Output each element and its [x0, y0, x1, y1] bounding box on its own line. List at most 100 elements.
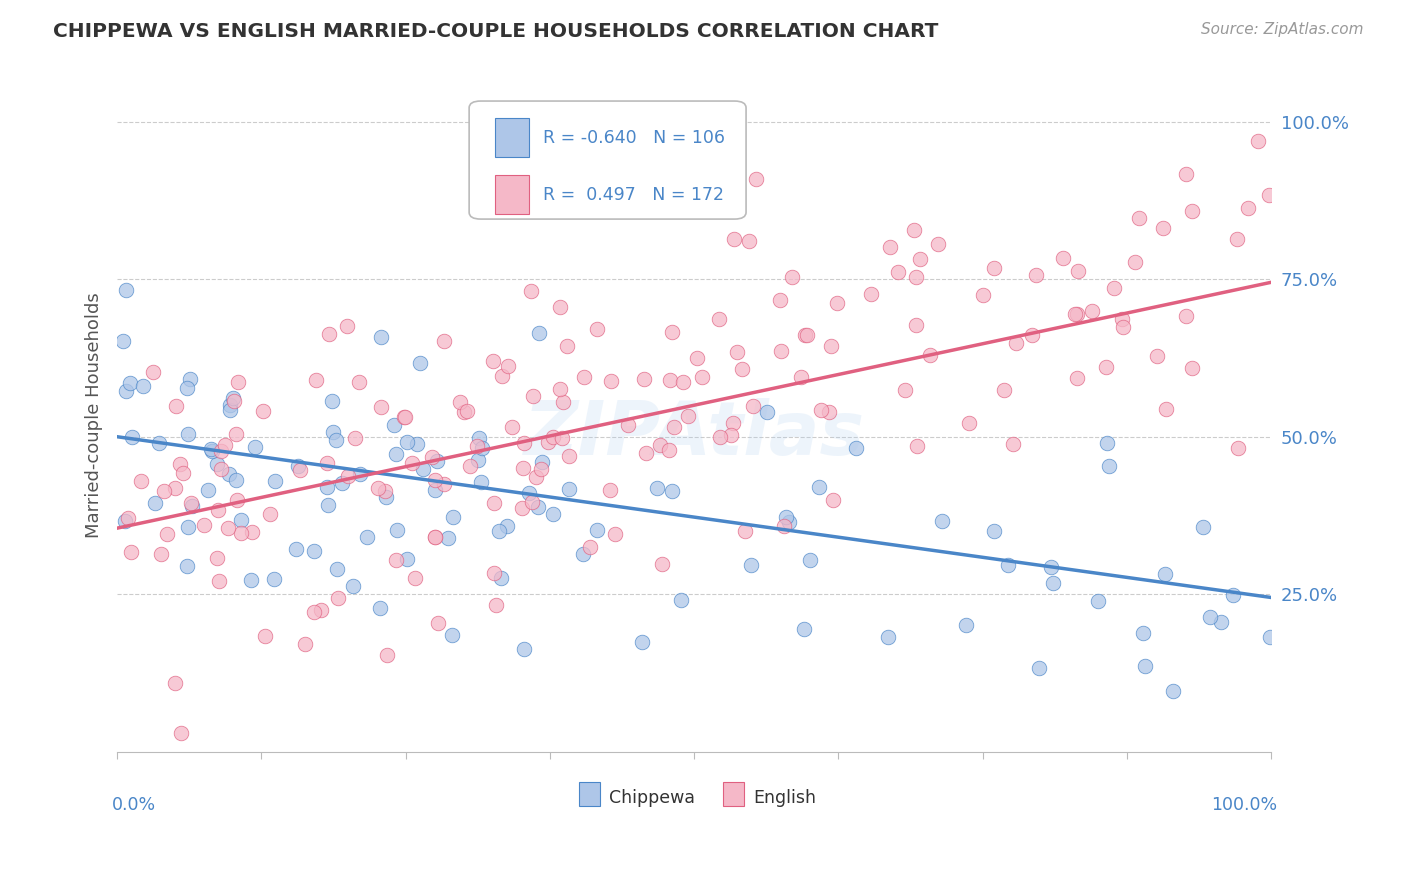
Point — [305, 373, 328, 387]
Point — [537, 435, 560, 450]
Point — [720, 428, 742, 442]
Point — [658, 443, 681, 458]
Point — [420, 450, 443, 464]
Point — [1081, 304, 1104, 318]
Point — [336, 469, 359, 483]
Point — [555, 339, 578, 353]
Point — [905, 270, 928, 285]
Point — [983, 261, 1005, 276]
Point — [1152, 220, 1174, 235]
Text: ZIPAtlas: ZIPAtlas — [523, 399, 865, 471]
Point — [205, 551, 228, 566]
Point — [818, 405, 841, 419]
Point — [530, 455, 553, 469]
Point — [112, 334, 135, 349]
Point — [1192, 520, 1215, 534]
Point — [957, 416, 980, 430]
Point — [370, 330, 392, 344]
Point — [114, 283, 136, 297]
Point — [326, 591, 349, 605]
Point — [630, 635, 652, 649]
Point — [1095, 436, 1118, 450]
FancyBboxPatch shape — [495, 175, 529, 214]
Point — [322, 425, 344, 439]
Text: Chippewa: Chippewa — [609, 789, 695, 806]
Point — [519, 486, 541, 500]
Point — [496, 519, 519, 533]
Point — [456, 404, 478, 418]
Point — [169, 457, 191, 471]
Point — [1174, 310, 1197, 324]
Point — [385, 523, 408, 537]
Point — [318, 327, 340, 342]
Point — [650, 438, 672, 452]
Point — [1128, 211, 1150, 225]
Point — [543, 507, 565, 521]
Point — [347, 375, 370, 389]
Point — [725, 345, 748, 359]
Point — [226, 493, 249, 508]
Point — [259, 507, 281, 521]
Point — [527, 500, 550, 514]
Point — [810, 403, 832, 417]
Point — [1066, 371, 1088, 385]
Point — [132, 379, 155, 393]
Point — [177, 520, 200, 534]
Point — [368, 601, 391, 615]
Point — [209, 461, 232, 475]
Point — [335, 318, 357, 333]
Point — [894, 383, 917, 397]
Point — [114, 384, 136, 399]
Point — [558, 482, 581, 496]
Point — [522, 388, 544, 402]
Point — [437, 531, 460, 545]
Point — [512, 461, 534, 475]
Point — [214, 437, 236, 451]
Point — [1154, 401, 1177, 416]
Point — [1005, 336, 1028, 351]
Point — [392, 410, 415, 425]
Point — [600, 374, 623, 388]
Point — [148, 436, 170, 450]
Point — [458, 459, 481, 474]
Point — [142, 365, 165, 379]
Point — [780, 270, 803, 285]
Point — [908, 252, 931, 266]
Point — [441, 628, 464, 642]
Point — [661, 325, 683, 339]
Point — [709, 430, 731, 444]
Point — [1132, 626, 1154, 640]
Point — [799, 553, 821, 567]
Point — [231, 525, 253, 540]
Text: English: English — [754, 789, 815, 806]
Point — [1094, 359, 1116, 374]
Point — [572, 547, 595, 561]
Point — [385, 447, 408, 461]
Point — [742, 400, 765, 414]
Point — [264, 474, 287, 488]
Point — [423, 530, 446, 544]
Point — [661, 483, 683, 498]
Point — [129, 474, 152, 488]
Point — [309, 603, 332, 617]
Point — [586, 322, 609, 336]
Point — [522, 495, 544, 509]
Point — [408, 356, 430, 370]
Point — [342, 579, 364, 593]
Point — [740, 558, 762, 573]
Point — [1227, 441, 1250, 455]
Point — [485, 598, 508, 612]
Point — [240, 573, 263, 587]
Point — [401, 456, 423, 470]
Point — [180, 499, 202, 513]
Point — [1246, 134, 1268, 148]
Point — [1260, 630, 1282, 644]
Point — [385, 553, 408, 567]
Point — [820, 339, 842, 353]
Point — [316, 498, 339, 512]
Point — [520, 284, 543, 298]
Point — [1067, 264, 1090, 278]
Point — [165, 399, 187, 413]
Point — [356, 530, 378, 544]
Point — [796, 327, 818, 342]
